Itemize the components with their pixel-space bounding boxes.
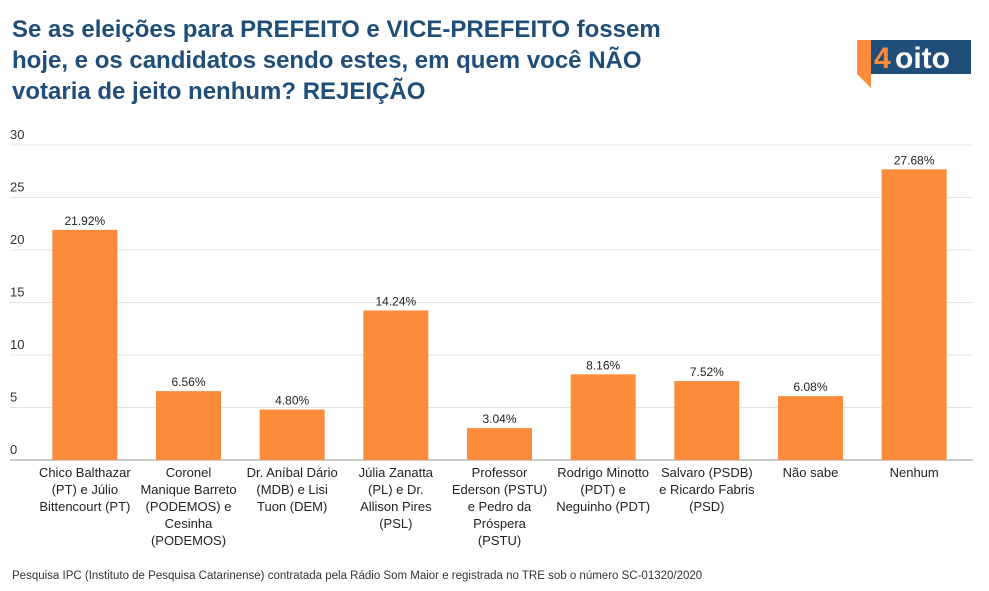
category-label-line: Bittencourt (PT) — [39, 499, 130, 514]
bar — [778, 396, 843, 460]
brand-logo: 4 oito — [857, 40, 971, 88]
category-label-line: Rodrigo Minotto — [557, 465, 649, 480]
category-label-line: Allison Pires — [360, 499, 432, 514]
bar — [363, 310, 429, 460]
category-label: Chico Balthazar (PT) e Júlio Bittencourt (… — [39, 465, 131, 514]
category-label: Não sabe — [783, 465, 839, 480]
category-label: Nenhum — [890, 465, 939, 480]
category-label-line: Próspera — [473, 516, 527, 531]
y-axis-ticks: 0 5 10 15 20 25 30 — [10, 127, 24, 457]
category-label-line: (PSL) — [379, 516, 412, 531]
category-label: Rodrigo Minotto (PDT) e Neguinho (PDT) — [556, 465, 650, 514]
bar — [259, 409, 325, 460]
y-tick-label: 5 — [10, 390, 17, 405]
y-tick-label: 20 — [10, 232, 24, 247]
category-label-line: e Pedro da — [468, 499, 532, 514]
category-label-line: (PODEMOS) e — [146, 499, 232, 514]
category-label-line: Manique Barreto — [140, 482, 236, 497]
category-label: Júlia Zanatta (PL) e Dr. Allison Pires (PSL… — [359, 465, 434, 531]
category-label-line: Coronel — [166, 465, 212, 480]
category-label: Coronel Manique Barreto (PODEMOS) e Cesinha… — [140, 465, 236, 548]
bar — [52, 229, 118, 460]
y-tick-label: 0 — [10, 442, 17, 457]
chart-title: Se as eleições para PREFEITO e VICE-PREF… — [12, 16, 661, 105]
logo-word: oito — [895, 42, 950, 75]
bar — [156, 391, 221, 460]
category-label-line: Salvaro (PSDB) — [661, 465, 753, 480]
category-label-line: (PT) e Júlio — [52, 482, 118, 497]
category-label-line: (PSD) — [689, 499, 724, 514]
data-label: 27.68% — [894, 153, 935, 167]
category-label-line: (MDB) e Lisi — [256, 482, 328, 497]
category-label: Professor Ederson (PSTU) e Pedro da Prósper… — [452, 465, 547, 548]
data-label: 14.24% — [375, 294, 416, 308]
bar — [881, 169, 947, 461]
y-tick-label: 15 — [10, 285, 24, 300]
category-label: Dr. Aníbal Dário (MDB) e Lisi Tuon (DEM) — [247, 465, 338, 514]
data-label: 4.80% — [275, 394, 309, 408]
data-label: 8.16% — [586, 358, 620, 372]
data-label: 6.56% — [171, 375, 205, 389]
category-label-line: (PDT) e — [580, 482, 626, 497]
bar-chart: 0 5 10 15 20 25 30 21.92% 6.56% 4.80% 14.24% 3.04%… — [10, 127, 973, 548]
category-label-line: (PODEMOS) — [151, 533, 226, 548]
category-label-line: (PL) e Dr. — [368, 482, 424, 497]
category-label: Salvaro (PSDB) e Ricardo Fabris (PSD) — [659, 465, 755, 514]
category-label-line: Chico Balthazar — [39, 465, 131, 480]
bars — [52, 169, 947, 461]
source-note: Pesquisa IPC (Instituto de Pesquisa Cata… — [12, 570, 703, 582]
category-label-line: Júlia Zanatta — [359, 465, 434, 480]
data-labels: 21.92% 6.56% 4.80% 14.24% 3.04% 8.16% 7.52% 6.0… — [64, 153, 934, 426]
bar — [570, 374, 636, 460]
category-label-line: Não sabe — [783, 465, 839, 480]
logo-number: 4 — [874, 42, 891, 75]
data-label: 21.92% — [64, 214, 105, 228]
category-label-line: Tuon (DEM) — [257, 499, 327, 514]
category-label-line: Ederson (PSTU) — [452, 482, 547, 497]
y-tick-label: 25 — [10, 180, 24, 195]
y-tick-label: 30 — [10, 127, 24, 142]
category-label-line: Cesinha — [165, 516, 213, 531]
category-label-line: Nenhum — [890, 465, 939, 480]
category-label-line: Dr. Aníbal Dário — [247, 465, 338, 480]
category-labels: Chico Balthazar (PT) e Júlio Bittencourt (… — [39, 465, 939, 548]
category-label-line: Professor — [472, 465, 528, 480]
data-label: 6.08% — [793, 380, 827, 394]
category-label-line: e Ricardo Fabris — [659, 482, 755, 497]
data-label: 7.52% — [690, 365, 724, 379]
category-label-line: Neguinho (PDT) — [556, 499, 650, 514]
data-label: 3.04% — [482, 412, 516, 426]
logo-background — [857, 40, 971, 74]
category-label-line: (PSTU) — [478, 533, 521, 548]
bar — [467, 428, 532, 460]
logo-accent — [857, 40, 871, 88]
y-tick-label: 10 — [10, 337, 24, 352]
bar — [674, 381, 740, 460]
